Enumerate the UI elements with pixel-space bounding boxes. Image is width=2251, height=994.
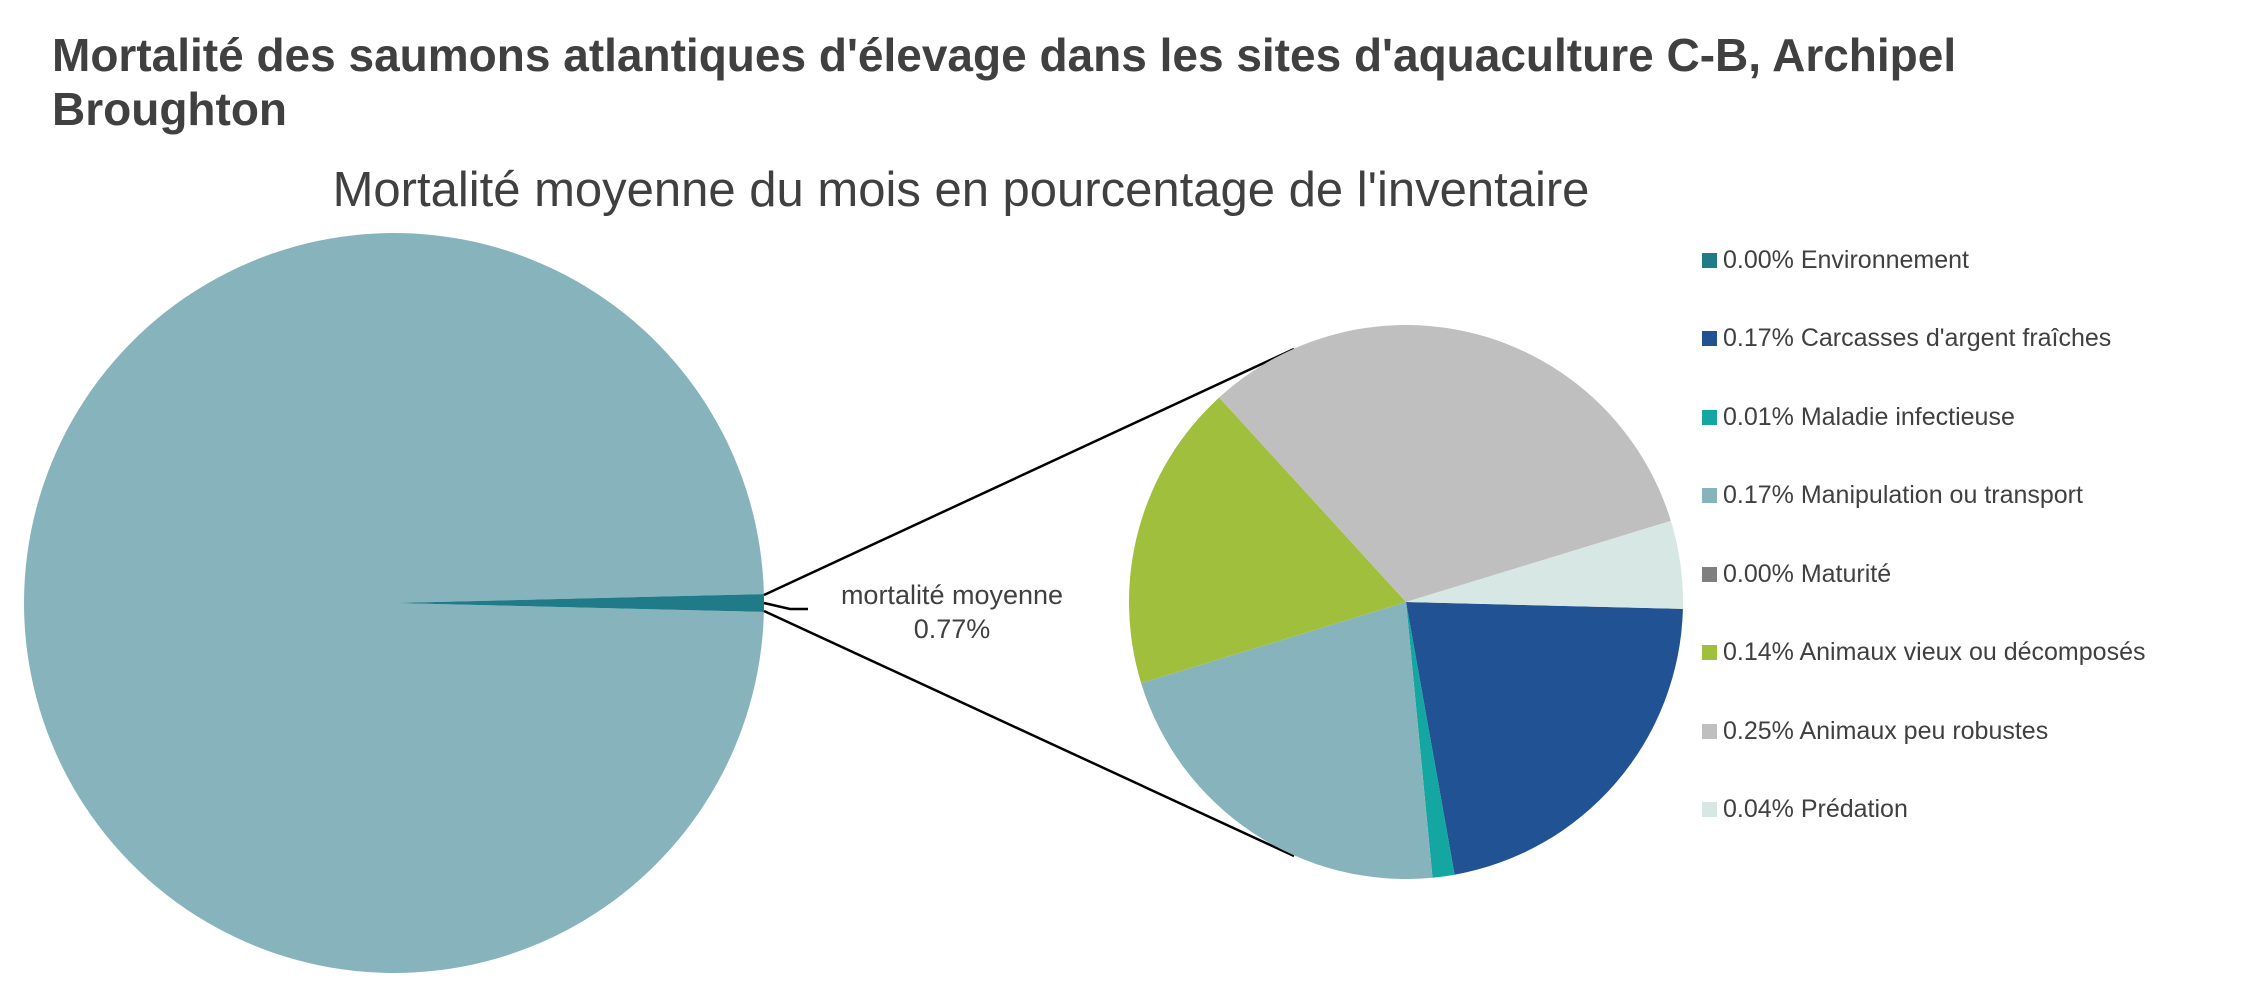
secondary-pie-slice-5 (1128, 397, 1406, 684)
legend-item: 0.14% Animaux vieux ou décomposés (1702, 638, 2145, 668)
legend-label: 0.04% Prédation (1723, 795, 1908, 823)
legend-label: 0.00% Environnement (1723, 245, 1969, 274)
legend-item: 0.00% Environnement (1702, 245, 1969, 275)
legend-label: 0.17% Carcasses d'argent fraîches (1723, 324, 2112, 352)
highlight-data-label: mortalité moyenne 0.77% (812, 578, 1092, 646)
secondary-pie-slice-3 (1141, 602, 1433, 880)
legend-item: 0.04% Prédation (1702, 795, 1908, 825)
legend-swatch (1702, 331, 1717, 346)
secondary-pie-slice-6 (1219, 324, 1671, 602)
highlight-label-name: mortalité moyenne (840, 580, 1064, 610)
connector-line-bottom (763, 609, 1295, 858)
legend-item: 0.17% Carcasses d'argent fraîches (1702, 324, 2111, 354)
legend-label: 0.14% Animaux vieux ou décomposés (1723, 638, 2146, 666)
legend-swatch (1702, 252, 1717, 268)
legend-item: 0.17% Manipulation ou transport (1702, 481, 2083, 511)
legend-label: 0.17% Manipulation ou transport (1723, 481, 2083, 509)
legend-label: 0.00% Maturité (1723, 559, 1892, 588)
legend-item: 0.00% Maturité (1702, 559, 1891, 589)
legend-swatch (1702, 802, 1717, 817)
secondary-pie-slice-2 (1406, 602, 1455, 878)
legend-swatch (1702, 723, 1717, 739)
legend-label: 0.01% Maladie infectieuse (1723, 402, 2015, 431)
chart-title: Mortalité des saumons atlantiques d'élev… (52, 29, 1957, 135)
label-leader-line (763, 601, 808, 611)
legend-swatch (1702, 488, 1717, 503)
main-pie-slice-rest (24, 232, 764, 974)
legend-item: 0.01% Maladie infectieuse (1702, 402, 2015, 432)
secondary-pie-slice-7 (1406, 520, 1683, 609)
legend-swatch (1702, 566, 1717, 582)
highlight-label-value: 0.77% (913, 614, 991, 644)
connector-line-top (763, 347, 1295, 597)
legend-swatch (1702, 645, 1717, 660)
legend-label: 0.25% Animaux peu robustes (1723, 716, 2049, 745)
legend-swatch (1702, 409, 1717, 425)
main-pie-slice-highlight (394, 594, 764, 612)
legend-item: 0.25% Animaux peu robustes (1702, 716, 2048, 746)
secondary-pie-slice-1 (1406, 602, 1683, 875)
chart-subtitle: Mortalité moyenne du mois en pourcentage… (332, 163, 1590, 217)
